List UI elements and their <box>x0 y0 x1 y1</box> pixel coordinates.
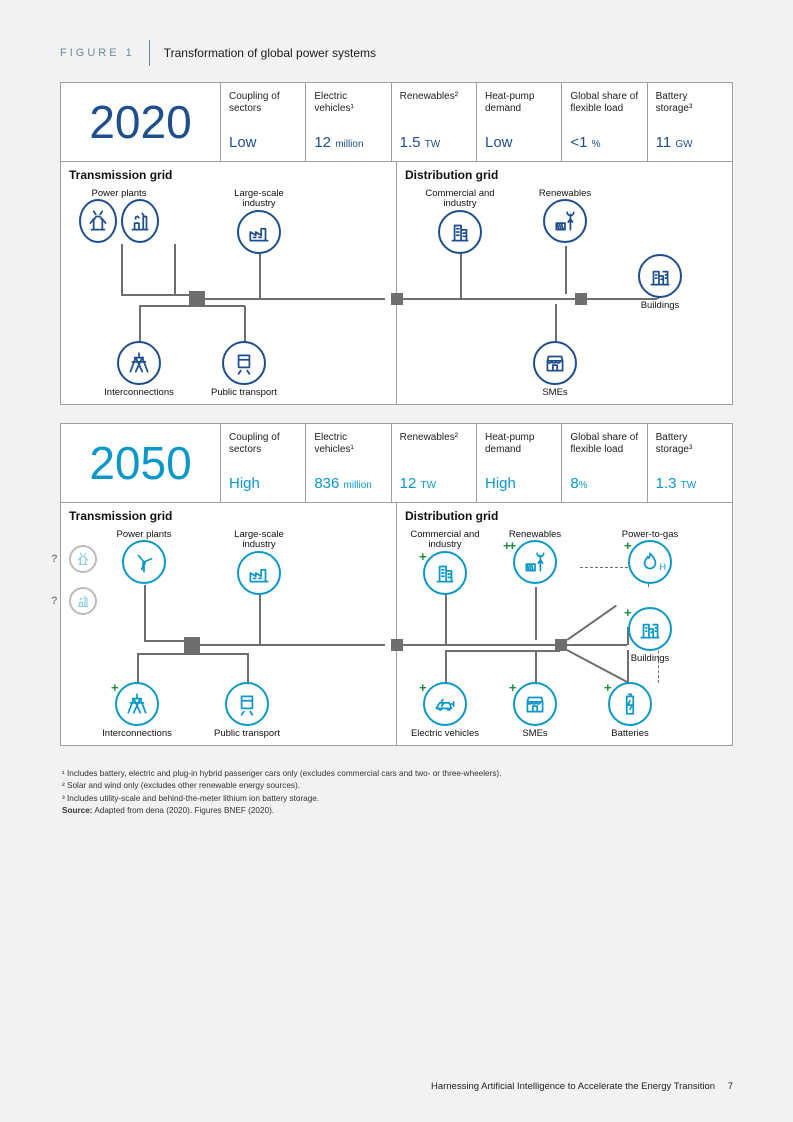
plus-icon: + <box>624 605 632 620</box>
factory-icon <box>237 551 281 595</box>
label-large-industry: Large-scale industry <box>219 530 299 551</box>
stat-flex-2050: Global share of flexible load8% <box>562 424 647 502</box>
coal-ghost-icon <box>69 587 97 615</box>
source-label: Source: <box>62 806 92 815</box>
tx-title-2020: Transmission grid <box>69 168 388 182</box>
renewables-icon <box>543 199 587 243</box>
page-number: 7 <box>728 1081 733 1092</box>
block-2020: 2020 Coupling of sectorsLow Electric veh… <box>60 82 733 405</box>
distribution-2020: Distribution grid Commercial and industr… <box>397 162 732 404</box>
page-footer: Harnessing Artificial Intelligence to Ac… <box>431 1081 733 1092</box>
plus-icon: ++ <box>503 538 514 553</box>
stat-batt-2050: Battery storage³1.3 TW <box>648 424 732 502</box>
label-commercial: Commercial and industry <box>420 189 500 210</box>
label-power-plants: Power plants <box>79 189 159 199</box>
stat-heat-2050: Heat-pump demandHigh <box>477 424 562 502</box>
label-p2g: Power-to-gas <box>610 530 690 540</box>
label-smes: SMEs <box>515 388 595 398</box>
city-icon <box>638 254 682 298</box>
dist-title-2020: Distribution grid <box>405 168 724 182</box>
year-2050: 2050 <box>89 436 191 490</box>
battery-icon: + <box>608 682 652 726</box>
footnotes: ¹ Includes battery, electric and plug-in… <box>60 764 733 817</box>
stat-coupling-2020: Coupling of sectorsLow <box>221 83 306 161</box>
label-large-industry: Large-scale industry <box>219 189 299 210</box>
pylon-icon: + <box>115 682 159 726</box>
label-smes: SMEs <box>495 729 575 739</box>
distribution-2050: Distribution grid <box>397 503 732 745</box>
building-icon: + <box>423 551 467 595</box>
dist-title-2050: Distribution grid <box>405 509 724 523</box>
wind-icon <box>122 540 166 584</box>
qmark-icon: ? <box>51 595 58 607</box>
footnote-2: ² Solar and wind only (excludes other re… <box>62 780 733 792</box>
coal-icon <box>121 199 159 243</box>
link-hub-2020 <box>391 293 403 305</box>
plus-icon: + <box>624 538 632 553</box>
label-interconnections: Interconnections <box>99 388 179 398</box>
figure-divider <box>149 40 150 66</box>
stats-row-2020: 2020 Coupling of sectorsLow Electric veh… <box>61 83 732 162</box>
shop-icon <box>533 341 577 385</box>
tx-hub-2050 <box>184 637 200 653</box>
plus-icon: + <box>419 549 427 564</box>
city-icon: + <box>628 607 672 651</box>
source-text: Adapted from dena (2020). Figures BNEF (… <box>94 806 274 815</box>
stat-flex-2020: Global share of flexible load<1 % <box>562 83 647 161</box>
plus-icon: + <box>419 680 427 695</box>
figure-title: Transformation of global power systems <box>164 46 376 60</box>
plus-icon: + <box>604 680 612 695</box>
ev-icon: + <box>423 682 467 726</box>
pylon-icon <box>117 341 161 385</box>
label-buildings: Buildings <box>620 301 700 311</box>
stat-coupling-2050: Coupling of sectorsHigh <box>221 424 306 502</box>
label-ev: Electric vehicles <box>405 729 485 739</box>
transmission-2020: Transmission grid Power plants <box>61 162 397 404</box>
footer-title: Harnessing Artificial Intelligence to Ac… <box>431 1081 715 1092</box>
renewables-icon: ++ <box>513 540 557 584</box>
nuclear-icon <box>79 199 117 243</box>
label-public-transport: Public transport <box>207 729 287 739</box>
plus-icon: + <box>509 680 517 695</box>
link-hub-2050 <box>391 639 403 651</box>
label-buildings: Buildings <box>610 654 690 664</box>
train-icon <box>222 341 266 385</box>
qmark-icon: ? <box>51 553 58 565</box>
nuclear-ghost-icon <box>69 545 97 573</box>
stat-renew-2050: Renewables²12 TW <box>392 424 477 502</box>
figure-header: FIGURE 1 Transformation of global power … <box>60 40 733 66</box>
shop-icon: + <box>513 682 557 726</box>
stat-ev-2050: Electric vehicles¹836 million <box>306 424 391 502</box>
plus-icon: + <box>111 680 119 695</box>
stats-row-2050: 2050 Coupling of sectorsHigh Electric ve… <box>61 424 732 503</box>
footnote-3: ³ Includes utility-scale and behind-the-… <box>62 793 733 805</box>
block-2050: 2050 Coupling of sectorsHigh Electric ve… <box>60 423 733 746</box>
label-public-transport: Public transport <box>204 388 284 398</box>
stat-ev-2020: Electric vehicles¹12 million <box>306 83 391 161</box>
flame-icon: +H <box>628 540 672 584</box>
label-batteries: Batteries <box>590 729 670 739</box>
factory-icon <box>237 210 281 254</box>
figure-label: FIGURE 1 <box>60 47 135 59</box>
label-renewables: Renewables <box>525 189 605 199</box>
year-2020: 2020 <box>89 95 191 149</box>
label-power-plants: Power plants <box>104 530 184 540</box>
transmission-2050: Transmission grid ? ? Power plants Larg <box>61 503 397 745</box>
label-commercial: Commercial and industry <box>405 530 485 551</box>
footnote-1: ¹ Includes battery, electric and plug-in… <box>62 768 733 780</box>
train-icon <box>225 682 269 726</box>
label-interconnections: Interconnections <box>97 729 177 739</box>
tx-title-2050: Transmission grid <box>69 509 388 523</box>
stat-heat-2020: Heat-pump demandLow <box>477 83 562 161</box>
stat-batt-2020: Battery storage³11 GW <box>648 83 732 161</box>
building-icon <box>438 210 482 254</box>
stat-renew-2020: Renewables²1.5 TW <box>392 83 477 161</box>
